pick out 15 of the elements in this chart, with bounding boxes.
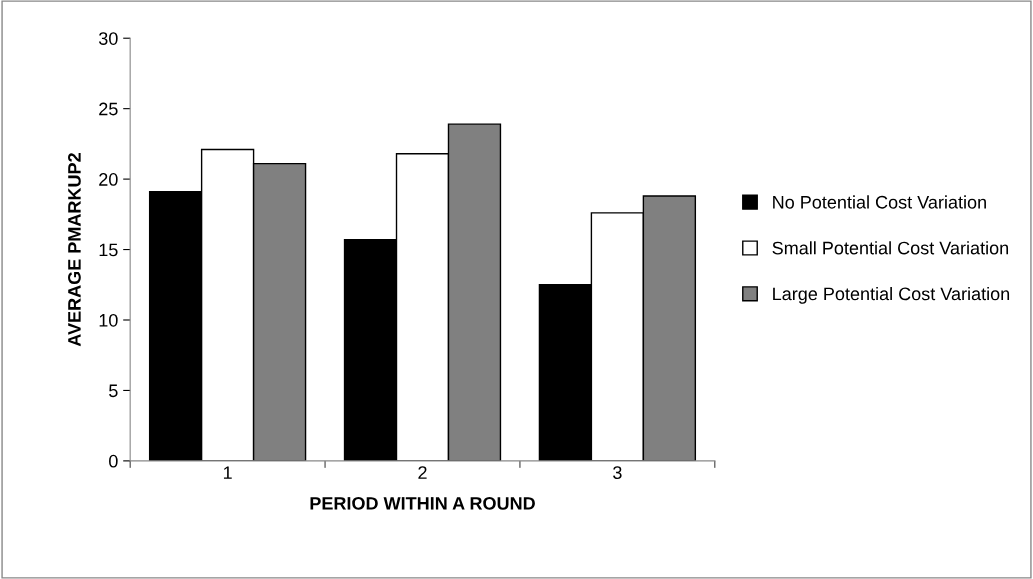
legend-label: No Potential Cost Variation: [773, 195, 986, 209]
y-tick-label: 10: [99, 313, 118, 327]
x-axis-title: PERIOD WITHIN A ROUND: [310, 496, 535, 510]
legend-label: Small Potential Cost Variation: [772, 241, 1009, 255]
y-tick-label: 0: [109, 454, 118, 468]
y-tick-label: 5: [109, 384, 118, 398]
y-tick-label: 20: [99, 173, 118, 186]
y-tick-label: 15: [99, 243, 118, 257]
x-tick-label: 1: [223, 466, 232, 479]
y-axis-title: AVERAGE PMARKUP2: [68, 153, 81, 347]
y-tick-label: 25: [99, 102, 118, 116]
x-tick-label: 3: [613, 466, 622, 480]
y-tick-label: 30: [98, 32, 118, 45]
x-tick-label: 2: [418, 466, 427, 479]
legend-label: Large Potential Cost Variation: [773, 287, 1010, 304]
